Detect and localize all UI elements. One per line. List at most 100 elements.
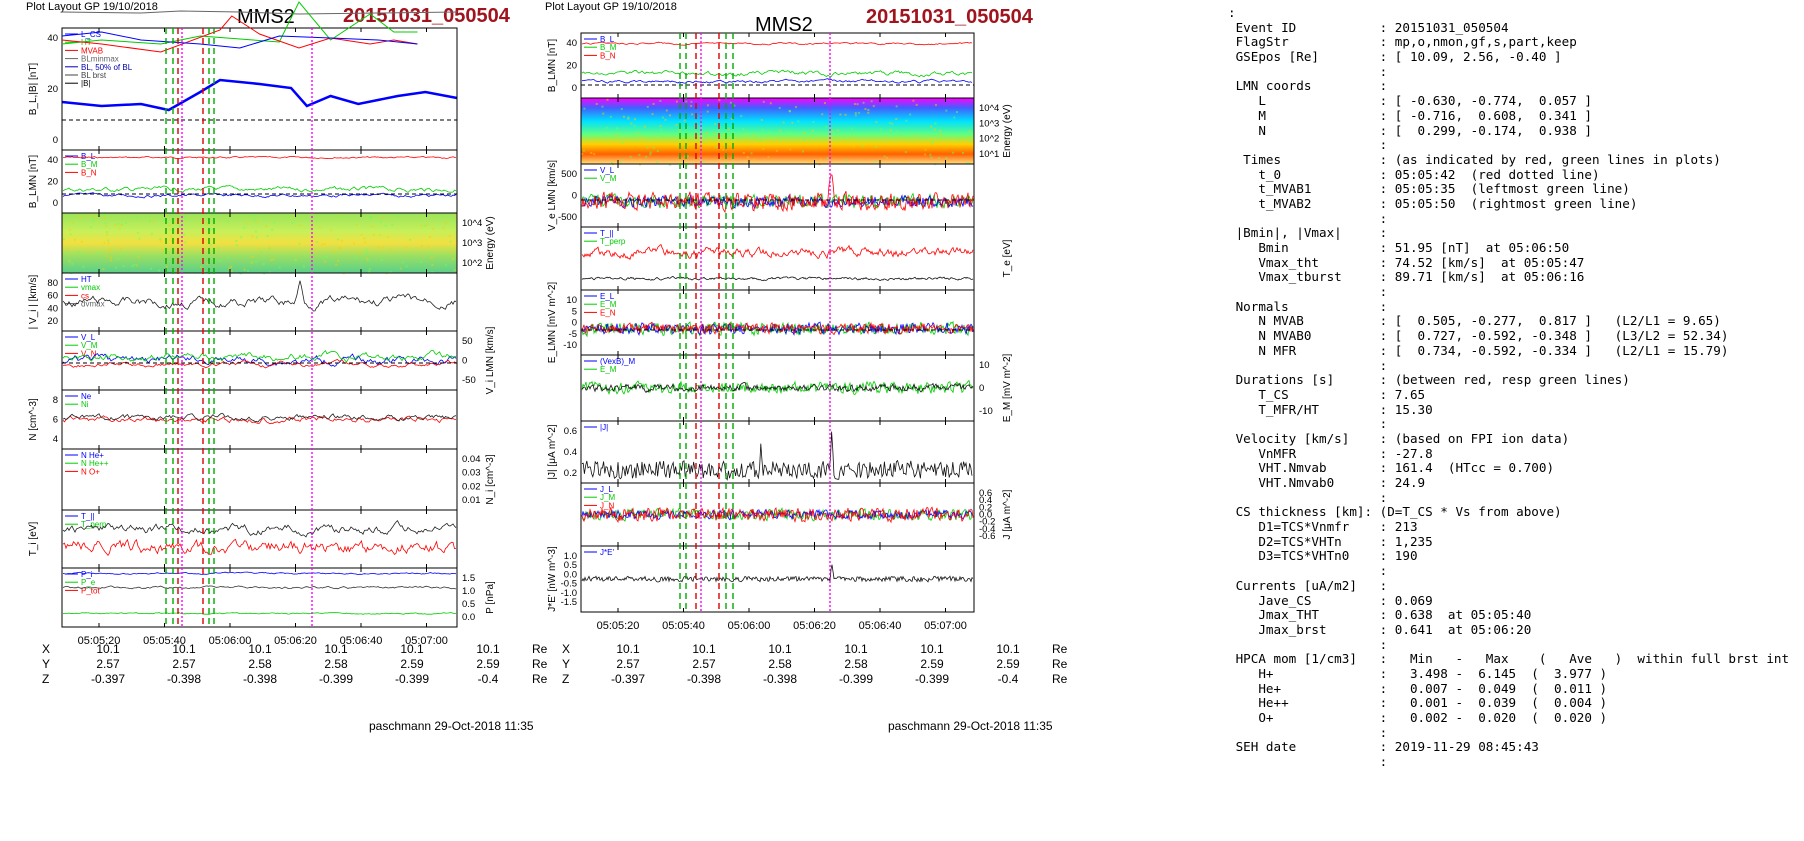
spectrogram-pixel (94, 216, 97, 219)
info-line: LMN coords : (1228, 78, 1388, 94)
spectrogram-pixel (336, 214, 339, 217)
spectrogram-pixel (825, 125, 828, 128)
spectrogram-pixel (86, 214, 89, 217)
info-line: Durations [s] : (between red, resp green… (1228, 372, 1630, 388)
info-line: Event ID : 20151031_050504 (1228, 19, 1509, 35)
spectrogram-pixel (769, 102, 772, 105)
spectrogram-pixel (753, 134, 756, 137)
spectrogram-pixel (103, 242, 106, 245)
legend-entry: B_N (600, 51, 616, 60)
ytick-label: 40 (47, 303, 58, 314)
panel-frame (580, 420, 975, 484)
legend-entry: Ne (81, 392, 92, 401)
spectrogram-pixel (69, 228, 72, 231)
legend-entry: |J| (600, 423, 608, 432)
legend-entry: N O+ (81, 467, 100, 476)
spectrogram-pixel (762, 147, 765, 150)
spectrogram-pixel (880, 128, 883, 131)
spectrogram-pixel (801, 150, 804, 153)
coord-row-z: Z -0.397 -0.398 -0.398 -0.399 -0.399 -0.4 Re (562, 671, 1068, 686)
ytick-label: 0.02 (462, 481, 481, 492)
legend-entry: cs (81, 291, 89, 300)
legend-entry: BL brst (81, 71, 107, 80)
left-footer: paschmann 29-Oct-2018 11:35 (369, 719, 534, 733)
spectrogram-pixel (71, 222, 74, 225)
series-line (581, 174, 974, 214)
legend-entry: B_L (600, 35, 615, 44)
spectrogram-pixel (659, 125, 662, 128)
spectrogram-pixel (372, 233, 375, 236)
center-event-title: 20151031_050504 (866, 6, 1033, 28)
spectrogram-pixel (380, 259, 383, 262)
panel-8: 1.5 1.0 0.5 0.0 P [nPa] P_iP_eP_tot (61, 567, 496, 628)
info-line: T_MFR/HT : 15.30 (1228, 401, 1433, 417)
spectrogram-pixel (615, 134, 618, 137)
xtick-label: 05:05:40 (662, 620, 705, 632)
spectrogram-pixel (593, 153, 596, 156)
spectrogram-pixel (760, 119, 763, 122)
ytick-label: 0.2 (979, 502, 992, 513)
spectrogram-pixel (206, 262, 209, 265)
spectrogram-pixel (235, 239, 238, 242)
info-line: VHT.Nmvab0 : 24.9 (1228, 475, 1426, 490)
spectrogram-pixel (930, 125, 933, 128)
spectrogram-pixel (68, 260, 71, 263)
spectrogram-pixel (431, 227, 434, 230)
spectrogram-pixel (675, 100, 678, 103)
spectrogram-pixel (136, 251, 139, 254)
spectrogram-pixel (904, 160, 907, 163)
spectrogram-pixel (839, 113, 842, 116)
spectrogram-pixel (914, 134, 917, 137)
spectrogram-pixel (92, 219, 95, 222)
spectrogram-pixel (686, 155, 689, 158)
spectrogram-pixel (118, 227, 121, 230)
spectrogram-pixel (889, 129, 892, 132)
spectrogram-pixel (302, 265, 305, 268)
spectrogram-pixel (257, 247, 260, 250)
ylabel: N_i [cm^-3] (485, 454, 496, 504)
spectrogram-pixel (255, 230, 258, 233)
spectrogram-pixel (872, 105, 875, 108)
ytick-label: 0.2 (564, 468, 577, 479)
spectrogram-pixel (387, 235, 390, 238)
legend-entry: T_perp (81, 520, 107, 529)
spectrogram-pixel (767, 156, 770, 159)
spectrogram-pixel (150, 267, 153, 270)
spectrogram-pixel (664, 118, 667, 121)
series-line (62, 612, 456, 615)
spectrogram-pixel (337, 259, 340, 262)
info-line: : (1228, 137, 1388, 153)
spectrogram-pixel (200, 265, 203, 268)
spectrogram-pixel (270, 259, 273, 262)
spectrogram-pixel (452, 257, 455, 260)
spectrogram-pixel (356, 223, 359, 226)
spectrogram-pixel (226, 220, 229, 223)
spectrogram-pixel (582, 149, 585, 152)
spectrogram-pixel (423, 224, 426, 227)
spectrogram-pixel (649, 153, 652, 156)
ytick-label: -0.2 (979, 517, 995, 528)
legend-entry: MVAB (81, 46, 103, 55)
spectrogram-pixel (627, 116, 630, 119)
spectrogram-pixel (931, 142, 934, 145)
spectrogram-pixel (675, 145, 678, 148)
spectrogram-pixel (870, 131, 873, 134)
spectrogram-pixel (759, 139, 762, 142)
spectrogram-pixel (431, 271, 434, 274)
panel-frame (580, 226, 975, 291)
ylabel: V_e LMN [km/s] (547, 160, 558, 231)
spectrogram-pixel (168, 224, 171, 227)
spectrogram-pixel (431, 264, 434, 267)
spectrogram-pixel (742, 127, 745, 130)
legend-entry: T_perp (600, 237, 626, 246)
ylabel: E_M [mV m^-2] (1002, 353, 1013, 422)
spectrogram-pixel (430, 257, 433, 260)
info-line: VHT.Nmvab : 161.4 (HTcc = 0.700) (1228, 460, 1555, 476)
spectrogram-pixel (252, 213, 255, 216)
spectrogram-pixel (851, 137, 854, 140)
ytick-label: 0.0 (462, 612, 475, 623)
ytick-label: -0.4 (979, 524, 995, 535)
spectrogram-pixel (665, 109, 668, 112)
info-line: M : [ -0.716, 0.608, 0.341 ] (1228, 107, 1592, 123)
info-line: VnMFR : -27.8 (1228, 445, 1433, 461)
